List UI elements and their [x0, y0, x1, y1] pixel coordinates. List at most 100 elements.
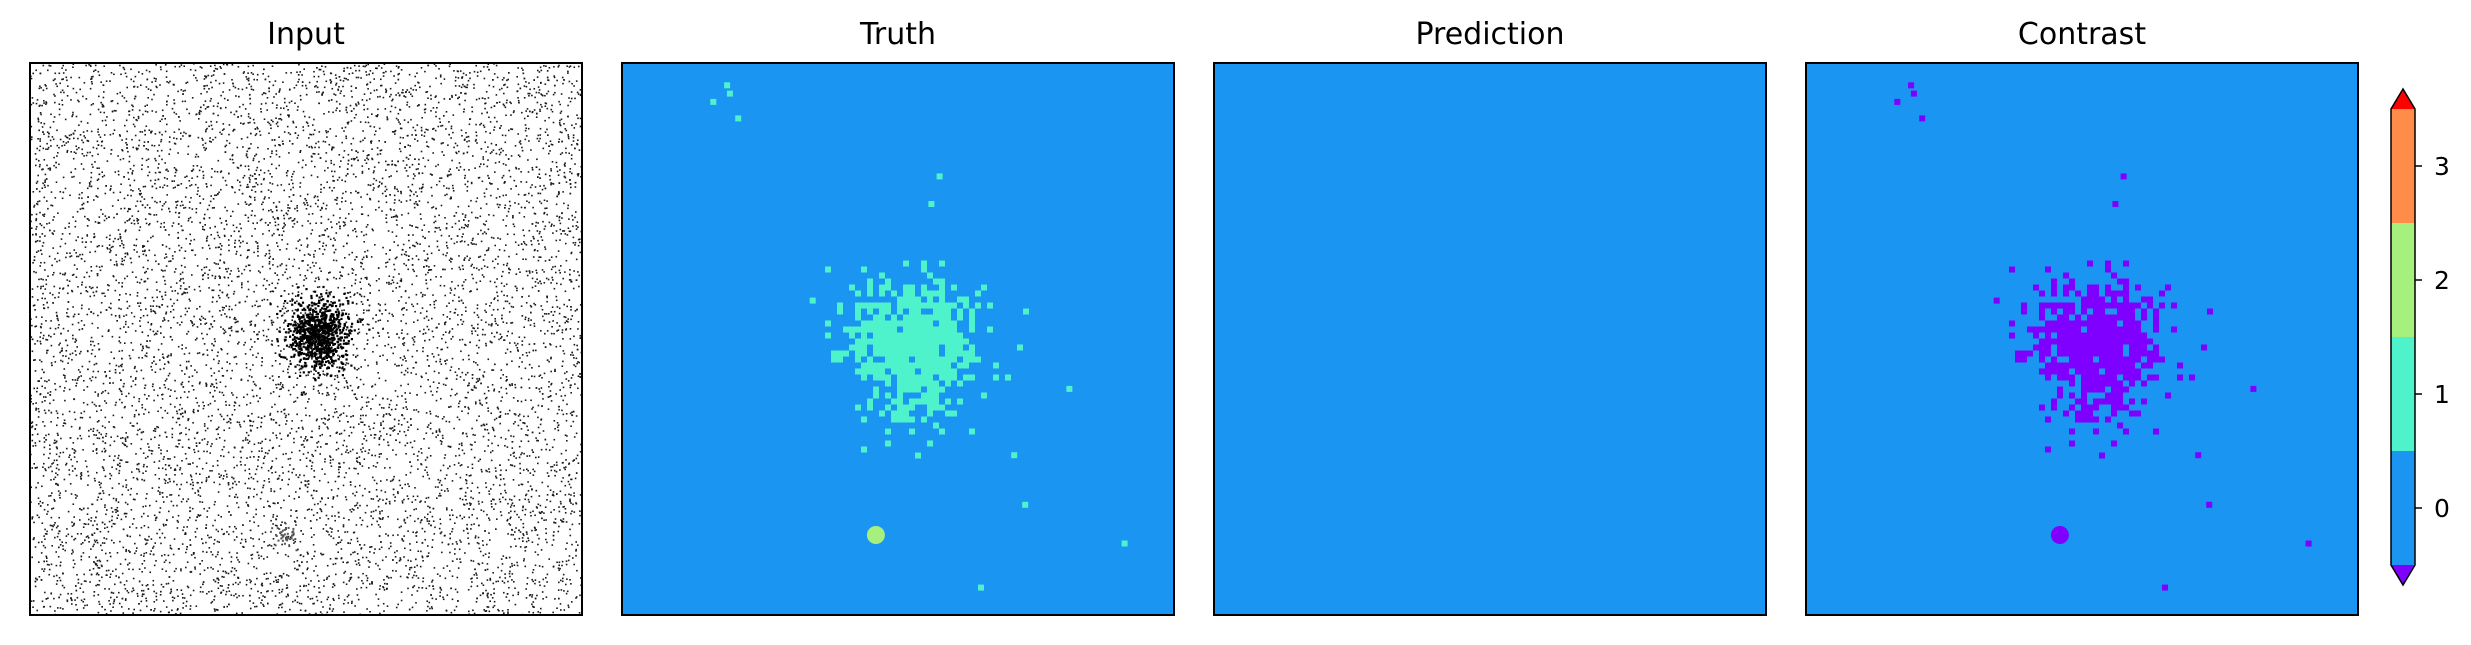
input-noise-dot [219, 276, 221, 278]
input-noise-dot [133, 219, 135, 222]
input-noise-dot [221, 348, 223, 351]
input-noise-dot [282, 81, 284, 83]
input-noise-dot [112, 602, 115, 605]
input-noise-dot [225, 404, 227, 406]
input-noise-dot [43, 409, 46, 412]
input-noise-dot [505, 392, 508, 395]
input-noise-dot [366, 504, 368, 507]
input-noise-dot [115, 110, 117, 112]
input-noise-dot [160, 452, 162, 455]
input-noise-dot [400, 296, 403, 298]
input-noise-dot [264, 254, 267, 257]
input-noise-dot [562, 413, 565, 416]
input-noise-dot [132, 568, 134, 571]
input-noise-dot [504, 445, 506, 447]
input-noise-dot [369, 70, 372, 72]
input-noise-dot [318, 91, 320, 93]
input-noise-dot [53, 230, 56, 232]
input-noise-dot [72, 87, 75, 90]
input-noise-dot [57, 490, 60, 492]
input-noise-dot [567, 318, 569, 320]
input-noise-dot [197, 136, 200, 139]
input-noise-dot [59, 538, 61, 541]
input-noise-dot [520, 428, 523, 430]
input-noise-dot [134, 125, 136, 128]
input-noise-dot [126, 300, 128, 303]
input-noise-dot [371, 158, 374, 161]
input-noise-dot [248, 147, 251, 150]
input-noise-dot [192, 462, 194, 464]
input-noise-dot [412, 126, 415, 129]
input-noise-dot [114, 369, 117, 371]
input-noise-dot [517, 593, 519, 596]
input-noise-dot [154, 436, 156, 439]
input-noise-dot [193, 437, 196, 440]
input-noise-dot [400, 599, 403, 602]
input-noise-dot [313, 129, 316, 131]
input-noise-dot [314, 449, 317, 452]
input-noise-dot [517, 97, 519, 99]
input-noise-dot [493, 600, 496, 603]
input-noise-dot [543, 282, 546, 284]
input-noise-dot [570, 157, 573, 160]
input-noise-dot [542, 94, 544, 97]
input-noise-dot [359, 417, 362, 420]
input-noise-dot [390, 346, 393, 349]
input-noise-dot [410, 560, 412, 562]
input-noise-dot [262, 73, 264, 75]
input-noise-dot [166, 81, 168, 83]
input-noise-dot [386, 458, 388, 460]
input-noise-dot [269, 302, 272, 304]
input-noise-dot [303, 474, 305, 477]
input-noise-dot [201, 538, 203, 540]
input-noise-dot [207, 441, 209, 443]
input-noise-dot [79, 352, 81, 355]
input-noise-dot [190, 365, 192, 367]
input-noise-dot [429, 428, 432, 430]
input-noise-dot [538, 432, 541, 434]
input-noise-dot [301, 84, 304, 87]
input-noise-dot [374, 383, 377, 386]
input-noise-dot [467, 466, 469, 468]
input-noise-dot [397, 603, 399, 606]
input-noise-dot [64, 272, 67, 274]
input-noise-dot [563, 163, 566, 166]
input-noise-dot [196, 371, 198, 374]
input-noise-dot [358, 65, 360, 67]
input-noise-dot [454, 588, 457, 591]
input-noise-dot [98, 484, 101, 486]
input-noise-dot [198, 382, 201, 385]
input-noise-dot [48, 64, 50, 67]
input-noise-dot [202, 198, 205, 200]
input-noise-dot [579, 514, 581, 517]
input-noise-dot [253, 251, 255, 254]
input-noise-dot [366, 84, 368, 86]
input-noise-dot [514, 531, 516, 533]
input-noise-dot [573, 495, 575, 497]
input-noise-dot [31, 296, 34, 298]
input-noise-dot [292, 226, 294, 228]
input-noise-dot [428, 245, 430, 248]
input-noise-dot [152, 579, 155, 582]
input-noise-dot [164, 118, 166, 120]
input-noise-dot [458, 296, 460, 299]
input-noise-dot [446, 247, 449, 249]
input-noise-dot [30, 336, 33, 338]
input-noise-dot [312, 602, 314, 605]
input-noise-dot [220, 67, 222, 69]
input-noise-dot [165, 245, 168, 248]
input-noise-dot [493, 266, 496, 269]
input-noise-dot [109, 573, 112, 576]
input-noise-dot [295, 84, 298, 87]
input-noise-dot [244, 464, 246, 466]
input-noise-dot [568, 80, 571, 83]
input-noise-dot [500, 377, 502, 379]
input-noise-dot [333, 411, 336, 414]
input-noise-dot [537, 404, 540, 407]
input-noise-dot [554, 91, 556, 94]
input-noise-dot [471, 243, 474, 245]
input-noise-dot [226, 361, 228, 363]
input-noise-dot [327, 167, 329, 169]
input-noise-dot [564, 316, 567, 319]
input-noise-dot [354, 551, 356, 553]
